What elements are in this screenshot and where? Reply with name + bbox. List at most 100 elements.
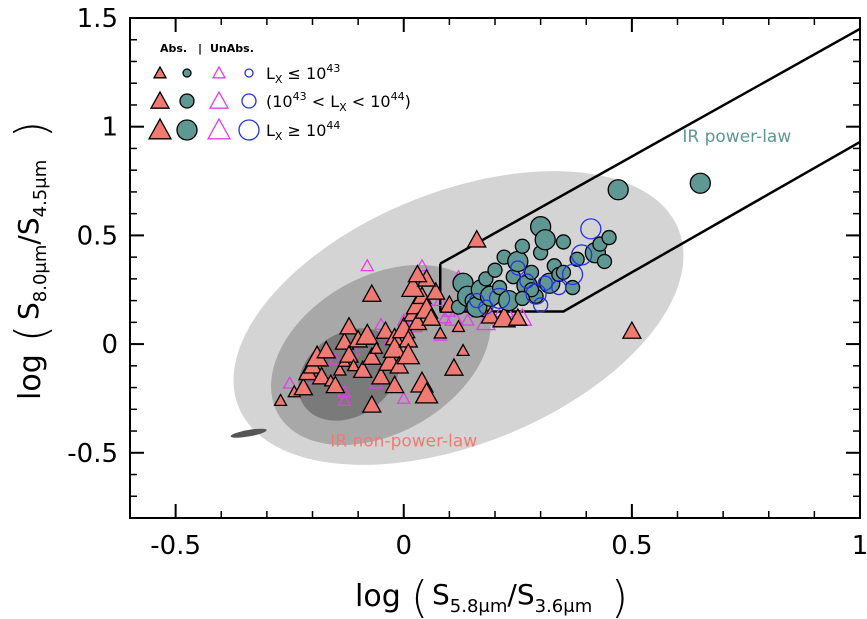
y-axis-label: log ( S8.0μm/S4.5μm ): [6, 121, 57, 400]
unabs-circle-point: [525, 283, 547, 305]
unabs-triangle-point: [360, 258, 375, 272]
y-tick-label: 0.5: [77, 221, 118, 251]
abs-circle-point: [607, 179, 629, 201]
abs-triangle-point: [407, 264, 428, 283]
svg-text:S5.8μm/S3.6μm: S5.8μm/S3.6μm: [432, 578, 592, 617]
svg-text:(: (: [411, 572, 428, 619]
y-label-main: S: [12, 302, 45, 320]
abs-circle-point: [523, 264, 540, 280]
abs-circle-point: [491, 279, 508, 296]
x-label-sub1: 5.8μm: [450, 596, 508, 617]
unabs-triangle-point: [460, 312, 475, 326]
svg-text:(: (: [6, 325, 57, 342]
abs-circle-point: [601, 229, 617, 246]
legend-header-abs: Abs.: [160, 42, 187, 55]
abs-triangle-point: [425, 281, 446, 300]
unabs-circle-point: [532, 297, 549, 313]
abs-triangle-point: [466, 229, 487, 248]
legend-unabs-circle: [238, 119, 260, 141]
abs-triangle-point: [455, 343, 471, 357]
abs-circle-point: [478, 271, 494, 287]
abs-triangle-point: [316, 340, 337, 359]
svg-text:log: log: [355, 579, 401, 614]
y-label-sub2: 4.5μm: [30, 160, 51, 218]
abs-triangle-point: [338, 316, 360, 335]
abs-triangle-point: [384, 375, 405, 394]
abs-triangle-point: [361, 346, 382, 365]
abs-triangle-point: [369, 341, 384, 354]
y-label-sub1: 8.0μm: [30, 245, 51, 303]
abs-triangle-point: [375, 320, 396, 339]
unabs-circle-point: [580, 218, 602, 240]
legend-abs-triangle: [149, 90, 171, 109]
unabs-circle-point: [561, 263, 584, 286]
x-label-sub2: 3.6μm: [535, 596, 593, 617]
x-label-main: S: [432, 578, 450, 611]
abs-triangle-point: [443, 357, 465, 376]
abs-triangle-point: [492, 305, 517, 328]
annotations: IR power-law IR non-power-law: [330, 127, 791, 451]
abs-circle-point: [555, 234, 572, 250]
abs-circle-point: [514, 238, 531, 254]
abs-triangle-point: [433, 325, 448, 339]
abs-circle-point: [523, 282, 540, 298]
y-label-slash: /S: [12, 217, 45, 244]
abs-circle-point: [689, 172, 711, 194]
abs-triangle-point: [361, 394, 382, 413]
abs-triangle-point: [293, 377, 314, 396]
legend-unabs-triangle: [206, 117, 232, 140]
unabs-triangle-point: [282, 375, 297, 389]
x-tick-label: 0: [395, 531, 412, 561]
abs-triangle-point: [338, 344, 360, 363]
annotation-label: IR non-power-law: [330, 431, 477, 451]
legend-unabs-triangle: [208, 90, 230, 109]
abs-triangle-point: [396, 342, 421, 365]
legend-unabs-circle: [241, 93, 257, 109]
data-points: [273, 172, 711, 413]
abs-triangle-point: [621, 320, 642, 339]
unabs-triangle-point: [414, 258, 430, 272]
abs-triangle-point: [352, 359, 373, 379]
abs-circle-point: [596, 253, 613, 270]
series-3: [469, 218, 602, 315]
y-tick-label: 0: [101, 330, 118, 360]
unabs-triangle-point: [437, 310, 452, 324]
x-tick-label: 0.5: [611, 531, 652, 561]
legend-label: LX ≥ 1044: [266, 119, 340, 143]
legend-abs-circle: [182, 68, 192, 78]
unabs-circle-point: [551, 279, 567, 296]
abs-triangle-point: [480, 305, 501, 324]
unabs-circle-point: [519, 273, 535, 289]
svg-text:): ): [611, 572, 628, 619]
legend-abs-triangle: [152, 65, 168, 79]
x-label-prefix: log: [355, 579, 401, 614]
x-label-slash: /S: [507, 578, 534, 611]
legend-header-unabs: UnAbs.: [210, 42, 254, 55]
x-tick-label: 1: [852, 531, 867, 561]
contour-core: [230, 428, 267, 438]
wedge-upper-line: [439, 27, 860, 265]
x-axis-label: log ( S5.8μm/S3.6μm ): [355, 572, 628, 619]
unabs-circle-point: [571, 244, 593, 266]
unabs-triangle-point: [337, 393, 352, 407]
abs-triangle-point: [451, 319, 466, 333]
unabs-triangle-point: [443, 307, 465, 326]
series-2: [450, 172, 711, 318]
x-tick-label: -0.5: [150, 531, 201, 561]
legend-header-sep: |: [198, 42, 202, 55]
annotation-label: IR power-law: [682, 127, 791, 147]
legend-abs-circle: [176, 119, 198, 141]
unabs-circle-point: [510, 260, 526, 276]
unabs-circle-point: [478, 299, 494, 315]
legend-unabs-circle: [244, 68, 254, 78]
y-label-prefix: log: [13, 354, 48, 400]
legend: Abs. | UnAbs. LX ≤ 1043 (1043 < LX < 1044) LX…: [147, 42, 411, 143]
legend-abs-triangle: [147, 117, 173, 140]
axis-ticks: -0.5 0 0.5 1 -0.5 0 0.5 1 1.5: [67, 4, 867, 561]
abs-triangle-point: [361, 283, 382, 302]
abs-triangle-point: [414, 381, 439, 404]
abs-triangle-point: [507, 307, 528, 326]
abs-triangle-point: [421, 307, 442, 326]
